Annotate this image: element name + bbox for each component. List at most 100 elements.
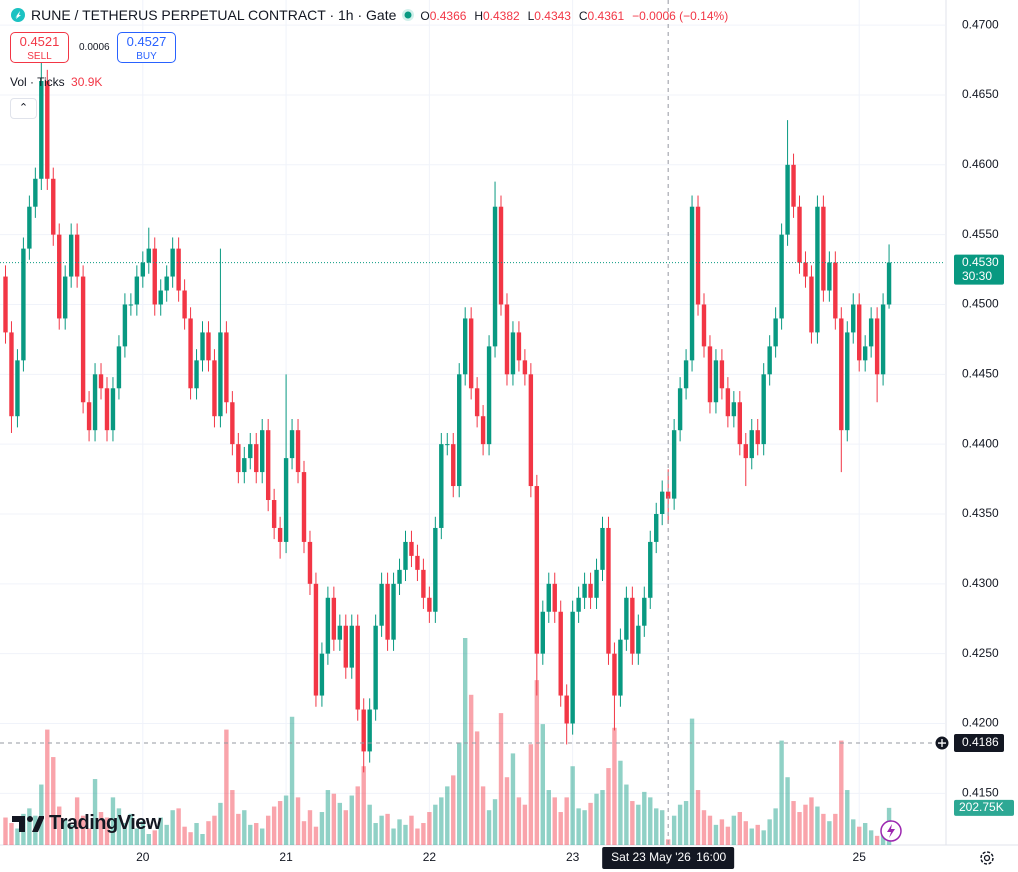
candle-body — [654, 513, 659, 542]
volume-pane — [3, 638, 892, 845]
candle-body — [630, 597, 635, 654]
candle-body — [695, 206, 701, 305]
candle-body — [68, 234, 74, 277]
volume-bar — [468, 694, 474, 845]
volume-bar — [701, 810, 707, 845]
volume-bar — [140, 821, 146, 845]
buy-button[interactable]: 0.4527 BUY — [117, 32, 176, 63]
volume-bar — [128, 813, 134, 845]
candle-body — [868, 318, 874, 347]
volume-bar — [45, 729, 50, 845]
candle-body — [439, 444, 444, 528]
candle-body — [343, 625, 348, 668]
candle-body — [534, 486, 540, 654]
candle-body — [665, 491, 671, 499]
settings-icon[interactable] — [978, 849, 996, 867]
symbol-title[interactable]: RUNE / TETHERUS PERPETUAL CONTRACT · 1h … — [31, 7, 397, 23]
candle-body — [767, 346, 772, 375]
candle-body — [618, 639, 623, 696]
volume-bar — [194, 823, 199, 845]
candle-body — [170, 248, 175, 277]
volume-bar — [827, 821, 832, 845]
legend-header: RUNE / TETHERUS PERPETUAL CONTRACT · 1h … — [10, 7, 728, 23]
alert-icon[interactable] — [879, 819, 903, 843]
candle-body — [457, 374, 462, 487]
volume-bar — [152, 830, 157, 845]
candle-body — [498, 206, 504, 305]
volume-bar — [445, 786, 450, 845]
y-tick-label: 0.4500 — [962, 297, 999, 311]
volume-bar — [785, 777, 790, 845]
candle-body — [570, 611, 575, 724]
candle-body — [325, 597, 331, 654]
volume-bar — [779, 740, 784, 845]
candle-body — [839, 318, 844, 431]
volume-bar — [612, 727, 617, 845]
collapse-legend-button[interactable]: ⌃ — [10, 98, 37, 119]
symbol-icon — [11, 8, 25, 22]
volume-bar — [182, 826, 187, 845]
volume-bar — [809, 797, 814, 845]
candle-body — [63, 276, 68, 319]
add-alert-button[interactable] — [934, 735, 950, 751]
volume-bar — [713, 824, 719, 845]
volume-legend: Vol · Ticks 30.9K — [10, 75, 102, 89]
volume-bar — [39, 784, 44, 845]
candle-body — [122, 304, 128, 347]
volume-bar — [319, 812, 325, 845]
candle-body — [677, 388, 683, 431]
volume-bar — [51, 757, 56, 845]
candle-body — [134, 276, 140, 305]
volume-label: 202.75K — [959, 800, 1004, 814]
volume-bar — [361, 766, 366, 845]
candle-body — [188, 318, 193, 389]
volume-bar — [624, 784, 629, 845]
volume-bar — [260, 828, 265, 845]
candle-body — [158, 290, 163, 305]
ohlc-value: 0.4382 — [482, 9, 520, 23]
volume-bar — [74, 797, 80, 845]
volume-bar — [313, 826, 319, 845]
volume-bar — [433, 804, 438, 845]
candle-body — [355, 625, 360, 710]
candle-body — [606, 527, 611, 654]
candle-body — [594, 569, 599, 598]
volume-bar — [349, 795, 354, 845]
volume-bar — [9, 823, 14, 845]
y-tick-label: 0.4250 — [962, 646, 999, 660]
volume-bar — [265, 815, 271, 845]
candle-body — [379, 583, 384, 626]
y-tick-label: 0.4300 — [962, 576, 999, 590]
candle-body — [582, 583, 587, 598]
volume-legend-value: 30.9K — [71, 75, 103, 89]
volume-bar — [492, 799, 498, 845]
y-tick-label: 0.4150 — [962, 785, 999, 799]
volume-bar — [833, 813, 838, 845]
volume-bar — [857, 826, 862, 845]
candle-body — [797, 206, 802, 263]
candle-body — [528, 374, 534, 487]
sell-button[interactable]: 0.4521 SELL — [10, 32, 69, 63]
candle-body — [248, 444, 253, 459]
volume-bar — [815, 806, 820, 845]
volume-bar — [224, 729, 229, 845]
candle-body — [146, 248, 151, 263]
candle-body — [152, 248, 157, 305]
volume-bar — [409, 815, 414, 845]
candle-body — [761, 374, 766, 445]
volume-bar — [206, 821, 211, 845]
candle-body — [576, 597, 581, 612]
volume-bar — [474, 731, 480, 845]
candle-body — [283, 458, 289, 542]
candle-body — [236, 444, 241, 473]
candle-body — [295, 430, 301, 473]
candle-body — [612, 653, 617, 696]
candle-body — [516, 332, 522, 361]
x-tick-label: 21 — [279, 850, 293, 864]
candle-body — [391, 583, 396, 640]
candle-body — [773, 318, 778, 347]
ohlc-label: C — [578, 9, 588, 23]
volume-bar — [648, 797, 653, 845]
